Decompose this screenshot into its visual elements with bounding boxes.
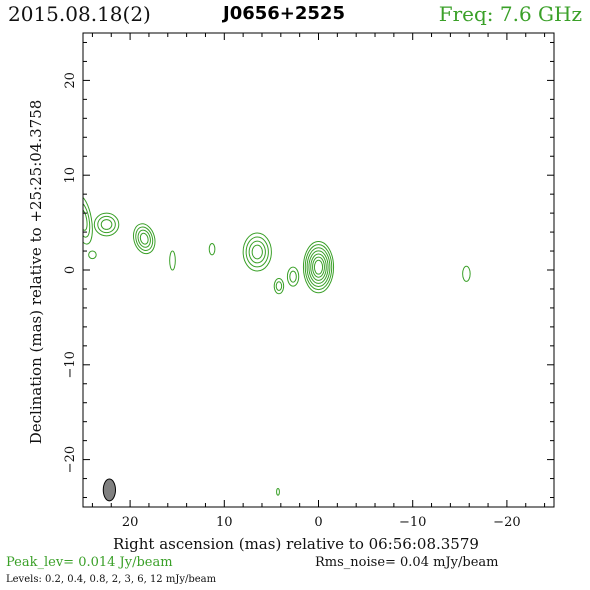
contour-line — [306, 247, 331, 288]
contour-line — [93, 212, 120, 237]
contour-component — [276, 488, 280, 496]
axis-ticks: 20 10 0 −10 −20 20 10 0 −10 −20 — [63, 33, 554, 530]
contour-line — [137, 229, 151, 248]
contour-line — [304, 244, 333, 291]
contour-line — [132, 223, 156, 255]
plot-frame — [82, 32, 555, 508]
contour-line — [276, 488, 280, 496]
contour-component — [286, 266, 300, 287]
y-tick-label: 20 — [63, 72, 78, 89]
contour-line — [251, 244, 263, 260]
contour-line — [208, 242, 216, 256]
x-tick-label: 0 — [314, 515, 322, 530]
contour-component — [93, 212, 120, 237]
contour-component — [208, 242, 216, 256]
contour-component — [462, 265, 471, 282]
beam-ellipse — [102, 478, 116, 502]
contour-component — [132, 223, 156, 255]
contour-line — [83, 194, 93, 245]
x-tick-label: −10 — [399, 515, 426, 530]
contour-line — [135, 226, 154, 251]
y-axis-label: Declination (mas) relative to +25:25:04.… — [27, 100, 45, 445]
contour-line — [308, 250, 329, 284]
contour-line — [88, 250, 97, 260]
contour-line — [302, 241, 335, 294]
contour-component — [169, 250, 176, 271]
peak-level: Peak_lev= 0.014 Jy/beam — [6, 555, 173, 570]
contour-line — [139, 232, 149, 245]
contour-levels: Levels: 0.2, 0.4, 0.8, 2, 3, 6, 12 mJy/b… — [6, 574, 217, 585]
contour-line — [83, 201, 91, 238]
contour-line — [242, 232, 272, 272]
contour-line — [83, 208, 88, 231]
contour-line — [169, 250, 176, 271]
contour-component — [242, 232, 272, 272]
contour-line — [312, 256, 325, 278]
contour-line — [275, 281, 283, 291]
x-tick-label: 10 — [216, 515, 233, 530]
source-name: J0656+2525 — [223, 3, 345, 24]
contour-line — [313, 259, 324, 275]
contour-line — [248, 240, 266, 264]
rms-noise: Rms_noise= 0.04 mJy/beam — [315, 555, 499, 570]
contour-line — [462, 265, 471, 282]
contour-component — [273, 278, 285, 295]
x-axis-label: Right ascension (mas) relative to 06:56:… — [113, 535, 479, 553]
y-tick-label: 0 — [63, 266, 78, 274]
y-tick-label: −20 — [63, 446, 78, 473]
contour-line — [289, 270, 297, 283]
x-tick-label: −20 — [493, 515, 520, 530]
contour-component — [83, 194, 93, 245]
contour-line — [310, 253, 327, 281]
y-tick-label: −10 — [63, 351, 78, 378]
beam-layer — [102, 478, 116, 502]
y-tick-label: 10 — [63, 167, 78, 184]
contour-line — [286, 266, 300, 287]
contour-line — [100, 219, 113, 230]
frequency-label: Freq: 7.6 GHz — [438, 2, 582, 26]
contour-line — [273, 278, 285, 295]
contour-layer — [83, 194, 471, 496]
contour-line — [97, 215, 116, 234]
contour-line — [245, 236, 269, 268]
x-tick-label: 20 — [122, 515, 139, 530]
observation-date: 2015.08.18(2) — [8, 2, 151, 26]
contour-component — [302, 241, 335, 294]
contour-component — [88, 250, 97, 260]
